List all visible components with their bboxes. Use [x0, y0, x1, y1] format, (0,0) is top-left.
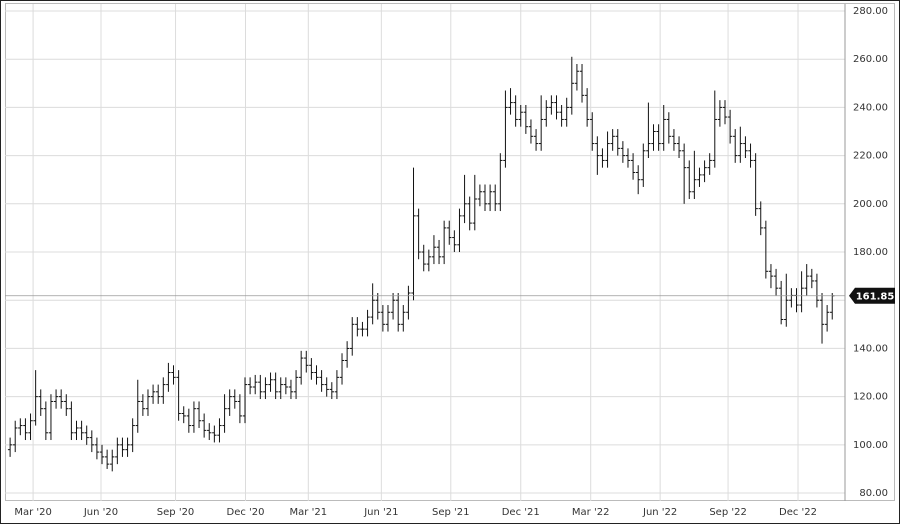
x-tick-label: Dec '22: [779, 507, 817, 518]
x-tick-label: Sep '20: [157, 507, 195, 518]
y-tick-label: 200.00: [853, 199, 888, 210]
y-tick-label: 80.00: [859, 488, 888, 499]
x-tick-label: Jun '21: [363, 507, 398, 518]
x-tick-label: Jun '20: [83, 507, 118, 518]
last-price-badge: [849, 287, 895, 304]
x-tick-label: Sep '22: [709, 507, 747, 518]
x-tick-label: Sep '21: [432, 507, 470, 518]
y-tick-label: 260.00: [853, 54, 888, 65]
y-tick-label: 100.00: [853, 440, 888, 451]
y-tick-label: 280.00: [853, 6, 888, 17]
x-tick-label: Mar '22: [572, 507, 610, 518]
y-tick-label: 140.00: [853, 343, 888, 354]
x-tick-label: Mar '20: [14, 507, 52, 518]
y-tick-label: 220.00: [853, 151, 888, 162]
x-tick-label: Dec '20: [227, 507, 265, 518]
y-tick-label: 120.00: [853, 392, 888, 403]
x-tick-label: Mar '21: [290, 507, 328, 518]
y-tick-label: 180.00: [853, 247, 888, 258]
last-price-label: 161.85: [856, 291, 895, 302]
x-tick-label: Jun '22: [642, 507, 677, 518]
y-tick-label: 240.00: [853, 102, 888, 113]
x-tick-label: Dec '21: [502, 507, 540, 518]
